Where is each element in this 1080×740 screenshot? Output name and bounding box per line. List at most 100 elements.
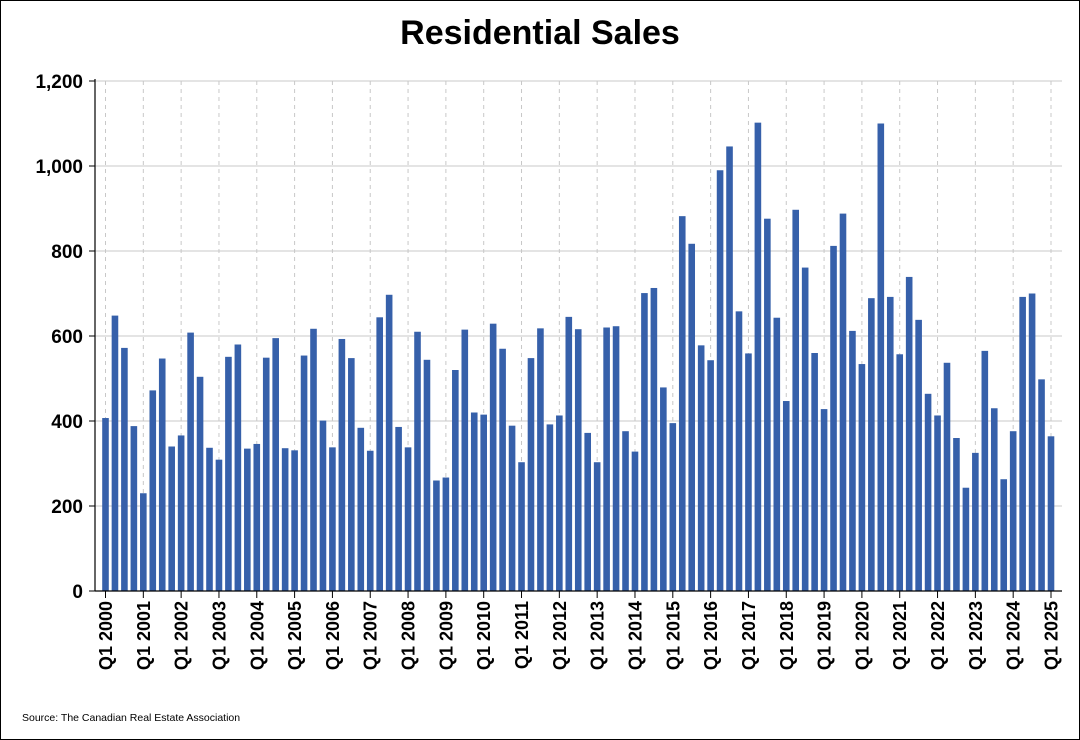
bar <box>877 123 885 591</box>
x-tick-label: Q1 2017 <box>739 601 759 670</box>
bar <box>508 425 516 591</box>
bar <box>348 358 355 591</box>
y-tick-label: 1,200 <box>35 72 83 93</box>
source-note: Source: The Canadian Real Estate Associa… <box>22 712 241 724</box>
bar <box>499 348 506 591</box>
x-tick-label: Q1 2020 <box>852 601 872 670</box>
y-tick-label: 800 <box>51 242 83 263</box>
bar <box>801 267 809 591</box>
x-tick-label: Q1 2001 <box>134 601 154 670</box>
bar <box>593 462 601 591</box>
x-tick-label: Q1 2022 <box>928 601 948 670</box>
bar <box>915 319 922 591</box>
bar <box>612 326 620 591</box>
bar <box>849 330 856 591</box>
bar <box>319 420 327 591</box>
bar <box>395 426 402 591</box>
bar <box>1038 379 1045 591</box>
bar <box>206 447 213 591</box>
x-tick-label: Q1 2014 <box>625 601 645 670</box>
bar <box>697 345 705 591</box>
bar <box>896 354 904 591</box>
bar <box>291 450 298 591</box>
bar <box>858 364 866 591</box>
bar <box>953 438 960 591</box>
x-tick-label: Q1 2025 <box>1042 601 1062 670</box>
bar <box>584 432 592 591</box>
bar <box>158 358 166 591</box>
bar <box>650 287 658 591</box>
bar <box>461 329 469 591</box>
bar <box>480 414 487 591</box>
x-tick-label: Q1 2007 <box>361 601 381 670</box>
bar <box>414 331 421 591</box>
bar <box>215 459 223 591</box>
bar <box>707 360 714 591</box>
x-tick-label: Q1 2023 <box>966 601 986 670</box>
x-tick-label: Q1 2009 <box>436 601 456 670</box>
x-tick-label: Q1 2005 <box>285 601 305 670</box>
bar <box>366 450 374 591</box>
x-tick-label: Q1 2011 <box>512 601 532 669</box>
bar <box>556 415 563 591</box>
bar <box>1019 296 1026 591</box>
x-tick-label: Q1 2018 <box>777 601 797 670</box>
x-tick-label: Q1 2006 <box>323 601 343 670</box>
bar <box>962 487 970 591</box>
bar <box>678 216 686 591</box>
bar <box>102 418 109 591</box>
bar <box>745 353 752 591</box>
bar <box>187 332 194 591</box>
bar <box>782 401 790 591</box>
bar <box>385 294 393 591</box>
x-tick-label: Q1 2016 <box>701 601 721 670</box>
bar <box>442 477 450 591</box>
bar <box>196 376 204 591</box>
bar <box>225 356 232 591</box>
bar <box>631 451 639 591</box>
x-tick-label: Q1 2021 <box>890 601 910 670</box>
y-tick-label: 200 <box>51 497 83 518</box>
bar <box>622 431 629 591</box>
bar <box>423 359 431 591</box>
x-tick-label: Q1 2013 <box>588 601 608 670</box>
bar <box>839 213 847 591</box>
bar <box>130 426 138 591</box>
bar <box>281 448 289 591</box>
bar <box>886 296 894 591</box>
bar <box>452 370 459 591</box>
x-tick-label: Q1 2024 <box>1004 601 1024 670</box>
x-tick-label: Q1 2003 <box>209 601 229 670</box>
bar <box>177 435 185 591</box>
bar <box>924 393 932 591</box>
y-tick-label: 400 <box>51 412 83 433</box>
bar <box>111 315 119 591</box>
bar <box>168 446 175 591</box>
bar <box>669 423 677 591</box>
bar <box>574 329 582 591</box>
bar <box>1000 479 1008 591</box>
x-tick-label: Q1 2012 <box>550 601 570 670</box>
bar <box>735 311 743 591</box>
bar <box>990 408 998 591</box>
x-tick-label: Q1 2010 <box>474 601 494 670</box>
bar <box>868 298 875 591</box>
bar <box>660 387 667 591</box>
bar <box>338 338 346 591</box>
x-tick-label: Q1 2019 <box>815 601 835 670</box>
bar <box>121 347 128 591</box>
bar <box>518 462 525 591</box>
bar <box>1047 436 1055 591</box>
bar <box>149 390 157 591</box>
bar <box>433 480 440 591</box>
bar <box>357 427 365 591</box>
y-tick-label: 600 <box>51 327 83 348</box>
bar <box>820 409 828 591</box>
bar <box>234 344 242 591</box>
x-tick-label: Q1 2004 <box>247 601 267 670</box>
chart-title: Residential Sales <box>400 14 680 52</box>
bar <box>310 328 317 591</box>
bar <box>272 338 279 591</box>
bar <box>934 415 941 591</box>
bar <box>470 412 478 591</box>
